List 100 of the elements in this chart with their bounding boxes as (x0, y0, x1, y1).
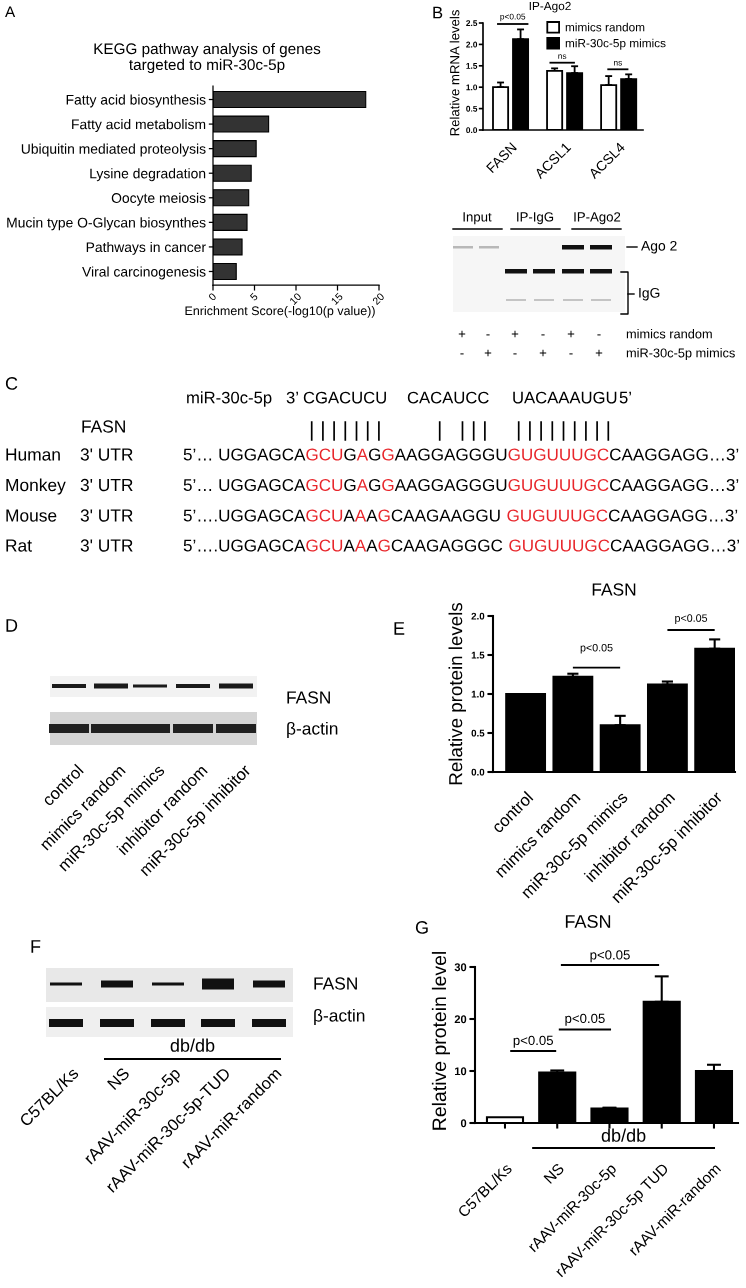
text: A (5, 6, 16, 17)
x-tick-label: 10 (289, 292, 302, 305)
annotation: p<0.05 (675, 614, 708, 624)
text: + (595, 349, 603, 357)
text: FASN (314, 977, 357, 990)
text: db/db (170, 1038, 215, 1052)
x-tick-label: 5 (249, 292, 259, 302)
text: | | | | | | | | | (517, 421, 610, 441)
chart-title: KEGG pathway analysis of genes targeted to miR-30c-5p (94, 42, 321, 74)
text: IP-Ago2 (574, 212, 621, 225)
y-tick-label: 0.0 (471, 768, 485, 776)
text: A (354, 539, 367, 552)
text: FASN (82, 420, 125, 433)
text: CAAGAGGGC (391, 539, 503, 552)
text: A (356, 448, 369, 461)
text: Mouse (6, 509, 57, 522)
annotation: p<0.05 (580, 643, 613, 654)
text: | | | | | | | (310, 421, 380, 441)
y-tick-label: 30 (454, 963, 467, 972)
legend-label: mimics random (565, 22, 645, 32)
text: 5’….UGGAGCA (183, 539, 306, 552)
text: GCU (306, 509, 343, 522)
chart-title: IP-Ago2 (529, 1, 571, 13)
text: mimics random (626, 329, 712, 339)
text: 5’….UGGAGCA (183, 509, 306, 522)
text: CACAUCC (407, 391, 489, 404)
annotation: p<0.05 (513, 1035, 554, 1048)
y-tick-label: 1.5 (471, 651, 485, 659)
text: GCU (306, 539, 343, 552)
text: 5’… UGGAGCA (183, 448, 306, 461)
text: - (486, 334, 490, 336)
annotation: p<0.05 (565, 1013, 605, 1026)
x-tick-label: 0 (208, 292, 217, 302)
text: | | | | (438, 421, 486, 441)
text: G (378, 539, 390, 552)
y-tick-label: Lysine degradation (90, 168, 206, 182)
x-tick-label: 15 (330, 292, 344, 305)
text: G (378, 509, 390, 522)
y-tick-label: 0.5 (471, 729, 485, 737)
text: 3' UTR (80, 539, 133, 552)
text: CAAGGAGG…3’ (610, 448, 739, 461)
chart-title: FASN (565, 915, 611, 928)
text: Human (6, 448, 60, 461)
text: G (344, 448, 356, 461)
text: - (597, 334, 601, 336)
text: GUGUUUGC (508, 448, 609, 461)
x-axis-title: Enrichment Score(-log10(p value)) (185, 306, 375, 318)
text: - (569, 353, 573, 355)
text: FASN (287, 691, 330, 704)
text: + (567, 330, 575, 338)
text: p<0.05 (500, 13, 526, 22)
y-tick-label: 10 (455, 1067, 467, 1076)
text: G (344, 478, 356, 492)
text: - (460, 353, 464, 355)
text: D (6, 619, 18, 632)
y-tick-label: 1.0 (466, 84, 478, 91)
y-tick-label: 0.5 (466, 105, 478, 112)
x-tick-label: 20 (372, 292, 385, 306)
y-tick-label: 0 (460, 1119, 467, 1128)
text: G (368, 478, 381, 492)
text: A (343, 539, 355, 552)
text: + (539, 349, 547, 357)
text: GCU (306, 448, 343, 461)
text: C (5, 377, 18, 390)
text: Input (463, 212, 492, 225)
text: CAAGGAGG…3’ (608, 509, 738, 522)
text: GCU (306, 478, 343, 492)
text: GUGUUUGC (508, 478, 609, 492)
legend-label: miR-30c-5p mimics (565, 38, 666, 50)
text: miR-30c-5p (187, 391, 272, 407)
text: AAGGAGGGU (394, 448, 507, 461)
y-tick-label: Mucin type O-Glycan biosynthes (7, 217, 206, 231)
text: - (541, 334, 545, 336)
text: AAGGAGGGU (394, 478, 507, 492)
text: A (343, 509, 355, 522)
text: 3' UTR (80, 509, 133, 522)
text: A (354, 509, 367, 522)
text: A (366, 539, 378, 552)
y-tick-label: Fatty acid metabolism (72, 119, 206, 132)
text: G (382, 478, 394, 492)
text: CAAGGAGG…3’ (610, 539, 739, 552)
y-tick-label: 1.5 (466, 63, 478, 69)
text: G (382, 448, 394, 461)
y-tick-label: 2.5 (466, 20, 478, 27)
text: CAAGGAGG…3’ (610, 478, 739, 492)
text: + (511, 330, 519, 338)
y-axis-title: Relative protein level (431, 952, 450, 1130)
annotation: ns (558, 54, 567, 59)
text: IgG (639, 287, 660, 301)
text: Rat (6, 539, 32, 552)
text: Monkey (6, 478, 66, 495)
y-tick-label: Pathways in cancer (86, 241, 206, 255)
text: β-actin (287, 721, 338, 739)
text: A (366, 509, 378, 522)
text: G (415, 921, 428, 934)
y-tick-label: Ubiquitin mediated proteolysis (21, 143, 206, 157)
text: 3' UTR (80, 478, 133, 492)
text: E (394, 622, 405, 635)
text: IP-IgG (517, 212, 554, 225)
text: B (433, 6, 443, 19)
